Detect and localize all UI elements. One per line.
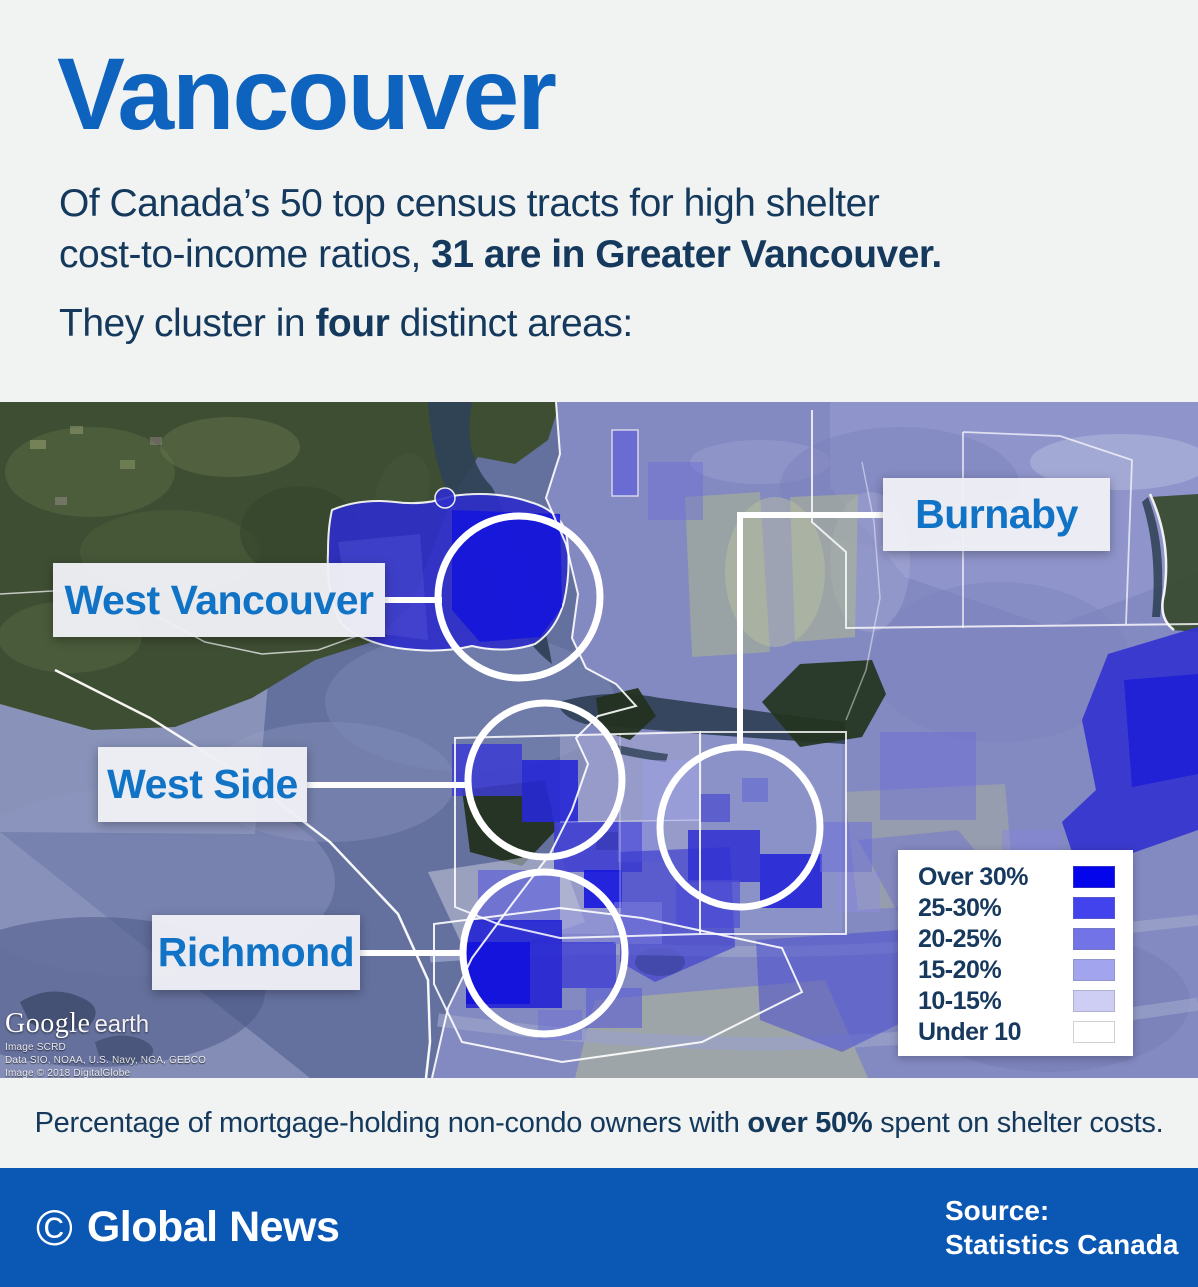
page-title: Vancouver: [57, 37, 557, 151]
map-label-west-vancouver: West Vancouver: [53, 563, 385, 637]
legend-label: 20-25%: [918, 924, 1002, 953]
legend-row: Over 30%: [918, 863, 1115, 891]
legend-row: 25-30%: [918, 894, 1115, 922]
cluster-line: They cluster in four distinct areas:: [59, 302, 633, 345]
subtitle-line2: cost-to-income ratios,: [59, 233, 432, 276]
caption-bar: Percentage of mortgage-holding non-condo…: [0, 1078, 1198, 1168]
legend-label: Over 30%: [918, 862, 1028, 891]
highlight-circle-richmond: [459, 868, 629, 1038]
map-label-west-side: West Side: [98, 747, 307, 822]
legend-label: 15-20%: [918, 955, 1002, 984]
footer: © Global News Source: Statistics Canada: [0, 1168, 1198, 1287]
google-earth-logo: Google earth: [5, 1008, 150, 1039]
legend-row: 20-25%: [918, 925, 1115, 953]
legend-label: 25-30%: [918, 893, 1002, 922]
subtitle: Of Canada’s 50 top census tracts for hig…: [59, 178, 942, 280]
legend-row: Under 10: [918, 1018, 1115, 1046]
brand-name: Global News: [86, 1203, 340, 1251]
map: West Vancouver Burnaby West Side Richmon…: [0, 402, 1198, 1079]
legend-swatch-20-25: [1073, 928, 1115, 950]
legend-row: 15-20%: [918, 956, 1115, 984]
subtitle-highlight: 31 are in Greater Vancouver.: [431, 233, 942, 276]
brand-lockup: © Global News: [36, 1168, 340, 1287]
highlight-circle-west-vancouver: [434, 512, 604, 682]
source-credit: Source: Statistics Canada: [945, 1194, 1178, 1262]
attribution-line: Image SCRD: [5, 1042, 66, 1053]
highlight-circle-burnaby: [656, 743, 824, 911]
connector-burnaby: [737, 512, 884, 750]
legend-swatch-15-20: [1073, 959, 1115, 981]
legend-label: 10-15%: [918, 986, 1002, 1015]
legend-swatch-10-15: [1073, 990, 1115, 1012]
source-label: Source:: [945, 1195, 1050, 1226]
attribution-line: Data SIO, NOAA, U.S. Navy, NGA, GEBCO: [5, 1055, 207, 1066]
map-legend: Over 30% 25-30% 20-25% 15-20% 10-15% Und…: [898, 850, 1133, 1056]
legend-swatch-25-30: [1073, 897, 1115, 919]
legend-swatch-over-30: [1073, 866, 1115, 888]
map-attribution: Google earth Image SCRD Data SIO, NOAA, U…: [5, 1008, 206, 1079]
copyright-icon: ©: [36, 1199, 73, 1256]
attribution-line: Image © 2018 DigitalGlobe: [5, 1068, 131, 1079]
legend-label: Under 10: [918, 1017, 1021, 1046]
highlight-circle-west-side: [464, 699, 626, 861]
legend-swatch-under-10: [1073, 1021, 1115, 1043]
legend-row: 10-15%: [918, 987, 1115, 1015]
caption-highlight: over 50%: [747, 1106, 873, 1139]
subtitle-line1: Of Canada’s 50 top census tracts for hig…: [59, 182, 880, 225]
map-label-richmond: Richmond: [152, 915, 360, 990]
map-label-burnaby: Burnaby: [883, 478, 1110, 551]
source-value: Statistics Canada: [945, 1229, 1179, 1260]
cluster-highlight: four: [315, 302, 390, 345]
header: Vancouver Of Canada’s 50 top census trac…: [0, 0, 1198, 402]
